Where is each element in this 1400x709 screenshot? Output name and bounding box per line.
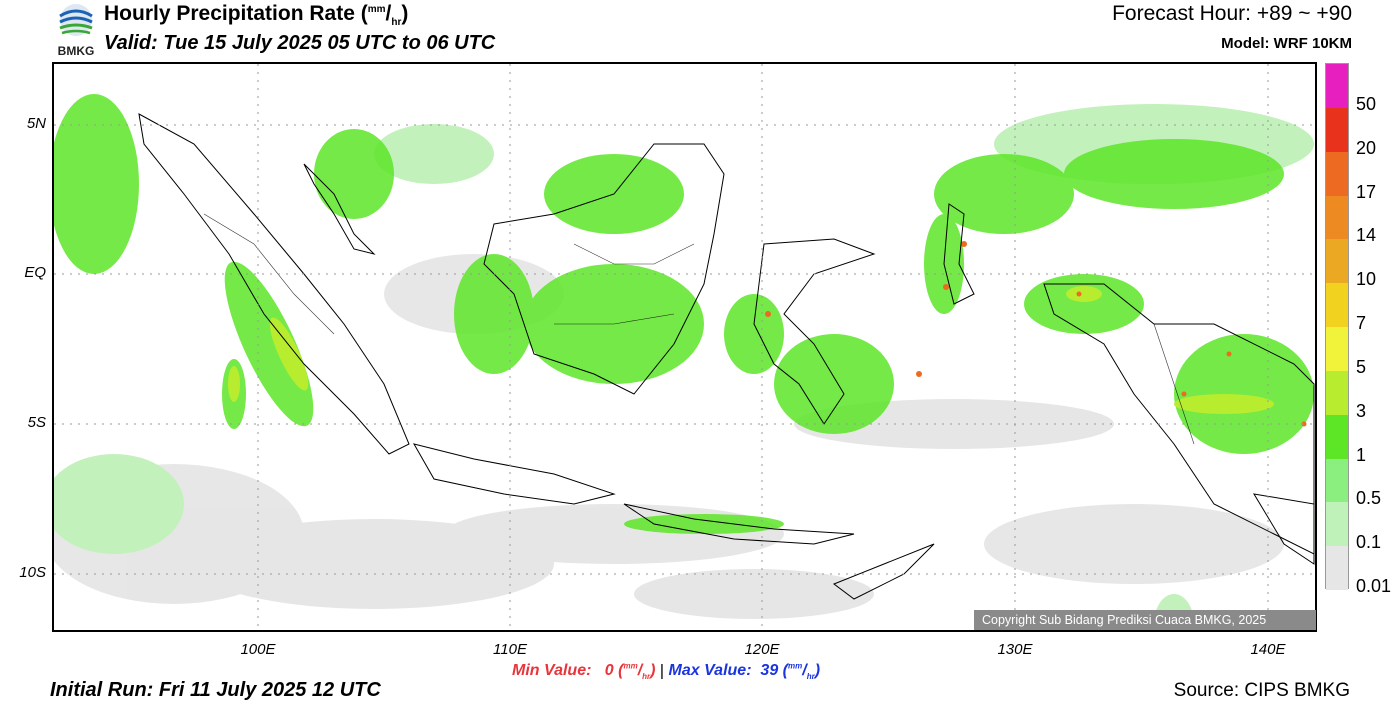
initial-run: Initial Run: Fri 11 July 2025 12 UTC bbox=[50, 679, 381, 701]
colorbar-segment bbox=[1326, 64, 1348, 108]
colorbar-label: 3 bbox=[1356, 400, 1367, 421]
lon-label-140e: 140E bbox=[1250, 641, 1286, 658]
colorbar-label: 14 bbox=[1356, 225, 1377, 246]
colorbar-segment bbox=[1326, 327, 1348, 371]
intense-rain-cells bbox=[765, 241, 1307, 427]
colorbar-label: 20 bbox=[1356, 137, 1377, 158]
max-value: Max Value: 39 (mm/hr) bbox=[668, 662, 821, 682]
colorbar-segment bbox=[1326, 239, 1348, 284]
province-borders bbox=[203, 213, 1195, 445]
lat-label-10s: 10S bbox=[19, 564, 46, 581]
lon-label-130e: 130E bbox=[997, 641, 1033, 658]
colorbar-label: 7 bbox=[1356, 313, 1367, 333]
lat-label-5n: 5N bbox=[26, 115, 46, 132]
logo-text: BMKG bbox=[58, 44, 95, 58]
colorbar-segment bbox=[1326, 458, 1348, 503]
model-label: Model: WRF 10KM bbox=[1221, 35, 1352, 52]
colorbar-segment bbox=[1326, 107, 1348, 152]
colorbar-segment bbox=[1326, 370, 1348, 415]
colorbar-label: 1 bbox=[1356, 444, 1367, 465]
coastlines bbox=[138, 113, 1315, 600]
map-canvas bbox=[54, 64, 1315, 630]
heavy-rain-field bbox=[228, 286, 1274, 414]
source-label: Source: CIPS BMKG bbox=[1173, 680, 1350, 701]
copyright-note: Copyright Sub Bidang Prediksi Cuaca BMKG… bbox=[974, 610, 1316, 630]
lon-label-100e: 100E bbox=[240, 641, 276, 658]
bmkg-logo: BMKG bbox=[58, 4, 95, 58]
forecast-hour: Forecast Hour: +89 ~ +90 bbox=[1112, 2, 1352, 25]
rain-field bbox=[54, 94, 1314, 534]
colorbar-label: 50 bbox=[1356, 93, 1377, 114]
lat-label-5s: 5S bbox=[27, 414, 46, 431]
colorbar-segment bbox=[1326, 546, 1348, 591]
colorbar bbox=[1325, 63, 1349, 591]
min-value: Min Value: 0 (mm/hr) bbox=[512, 662, 656, 682]
lon-label-120e: 120E bbox=[744, 641, 780, 658]
colorbar-segment bbox=[1326, 195, 1348, 240]
colorbar-label: 5 bbox=[1356, 356, 1367, 377]
precipitation-map bbox=[52, 62, 1317, 632]
colorbar-label: 10 bbox=[1356, 269, 1377, 290]
colorbar-label: 0.1 bbox=[1356, 532, 1382, 553]
colorbar-segment bbox=[1326, 151, 1348, 196]
colorbar-label: 0.5 bbox=[1356, 488, 1382, 509]
map-title: Hourly Precipitation Rate (mm/hr) bbox=[104, 2, 409, 29]
valid-time: Valid: Tue 15 July 2025 05 UTC to 06 UTC bbox=[104, 32, 496, 54]
colorbar-label: 0.01 bbox=[1356, 576, 1392, 596]
colorbar-segment bbox=[1326, 283, 1348, 328]
colorbar-label: 17 bbox=[1356, 181, 1377, 202]
colorbar-segment bbox=[1326, 414, 1348, 459]
min-max-values: Min Value: 0 (mm/hr) | Max Value: 39 (mm… bbox=[512, 662, 821, 682]
colorbar-segment bbox=[1326, 502, 1348, 547]
lat-label-eq: EQ bbox=[24, 264, 46, 281]
lon-label-110e: 110E bbox=[493, 641, 527, 658]
